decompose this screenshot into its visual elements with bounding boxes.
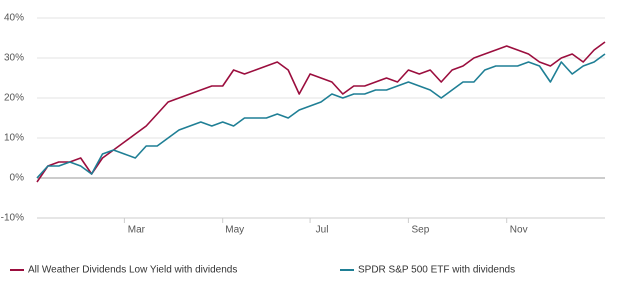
series-line bbox=[36, 53, 606, 179]
y-tick-label: 10% bbox=[4, 133, 24, 144]
x-tick-label: May bbox=[225, 225, 244, 236]
y-tick-label: 20% bbox=[4, 93, 24, 104]
x-tick-label: Jul bbox=[316, 225, 329, 236]
x-tick-label: Sep bbox=[411, 225, 429, 236]
y-tick-label: -10% bbox=[1, 213, 24, 224]
y-tick-label: 0% bbox=[10, 173, 25, 184]
x-tick-label: Nov bbox=[510, 225, 528, 236]
legend-label: All Weather Dividends Low Yield with div… bbox=[28, 265, 237, 276]
series-line bbox=[36, 41, 606, 183]
y-tick-label: 30% bbox=[4, 53, 24, 64]
y-tick-label: 40% bbox=[4, 13, 24, 24]
legend-label: SPDR S&P 500 ETF with dividends bbox=[358, 265, 515, 276]
x-tick-label: Mar bbox=[128, 225, 146, 236]
